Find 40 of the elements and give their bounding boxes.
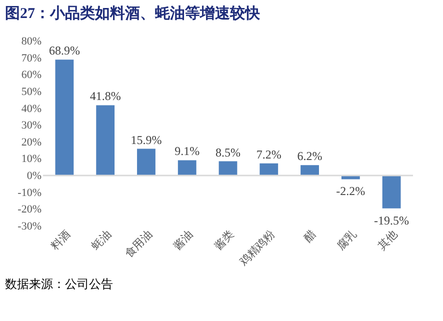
- x-tick-label: 鸡精鸡粉: [237, 228, 278, 269]
- chart-title: 图27：小品类如料酒、蚝油等增速较快: [5, 5, 261, 22]
- bar: [55, 60, 74, 176]
- x-tick-label: 食用油: [122, 228, 155, 260]
- x-tick-label: 酱类: [212, 228, 236, 253]
- bar: [218, 161, 238, 176]
- x-tick-label: 其他: [375, 228, 400, 253]
- y-tick-label: 80%: [21, 36, 42, 48]
- bar: [260, 163, 278, 176]
- bar: [137, 148, 156, 176]
- y-tick-label: 40%: [21, 102, 42, 115]
- data-label: 8.5%: [216, 145, 240, 160]
- data-label: 15.9%: [130, 132, 162, 147]
- x-tick-label: 醋: [302, 228, 318, 245]
- x-tick-label: 蚝油: [89, 228, 114, 253]
- data-label: 68.9%: [48, 44, 80, 58]
- x-tick-label: 腐乳: [334, 228, 360, 253]
- source-note: 数据来源：公司公告: [5, 277, 113, 291]
- bar: [178, 160, 196, 176]
- y-tick-label: -30%: [18, 220, 42, 232]
- data-label: 9.1%: [174, 144, 200, 158]
- x-tick-label: 酱油: [170, 228, 196, 253]
- data-label: 41.8%: [90, 89, 121, 104]
- y-tick-label: -20%: [18, 204, 42, 216]
- y-tick-label: 70%: [21, 52, 42, 64]
- data-label: -2.2%: [336, 184, 366, 198]
- x-tick-label: 料酒: [48, 228, 73, 253]
- data-label: 7.2%: [256, 147, 282, 162]
- y-tick-label: 50%: [21, 86, 42, 98]
- data-label: -19.5%: [374, 213, 410, 228]
- y-tick-label: 20%: [21, 136, 42, 148]
- y-tick-label: 30%: [21, 120, 42, 132]
- y-tick-label: 60%: [21, 69, 42, 82]
- bar: [300, 165, 319, 176]
- y-tick-label: 10%: [21, 153, 42, 166]
- y-tick-label: 0%: [26, 170, 42, 182]
- bar: [382, 176, 401, 208]
- y-tick-label: -10%: [18, 186, 42, 199]
- bar: [96, 105, 115, 176]
- data-label: 6.2%: [297, 149, 322, 164]
